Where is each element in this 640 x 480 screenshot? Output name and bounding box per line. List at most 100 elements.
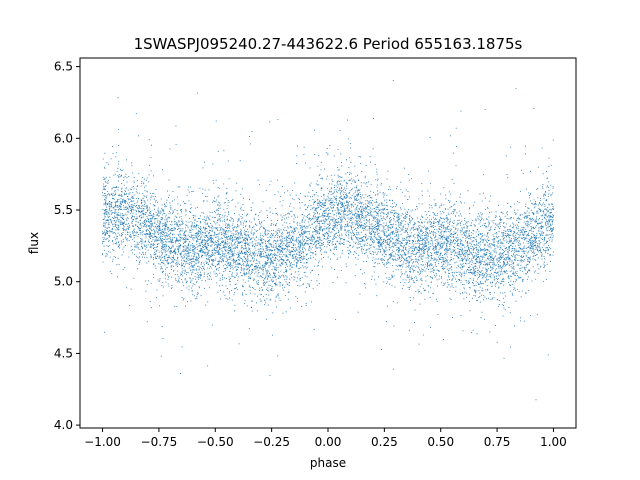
data-point xyxy=(333,230,335,232)
data-point xyxy=(383,232,385,234)
data-point xyxy=(399,257,401,259)
data-point xyxy=(385,253,387,255)
data-point xyxy=(226,218,228,220)
data-point xyxy=(289,205,291,207)
data-point xyxy=(453,220,455,222)
data-point xyxy=(111,206,113,208)
data-point xyxy=(110,219,112,221)
data-point xyxy=(143,233,145,235)
data-point xyxy=(405,221,407,222)
data-point xyxy=(146,225,148,227)
data-point xyxy=(378,235,380,237)
data-point xyxy=(272,262,274,264)
data-point xyxy=(531,280,533,282)
data-point xyxy=(338,231,339,233)
data-point xyxy=(277,236,278,238)
data-point xyxy=(266,246,268,248)
data-point xyxy=(244,272,246,274)
data-point xyxy=(468,254,470,255)
data-point xyxy=(380,244,382,246)
data-point xyxy=(357,219,359,221)
data-point xyxy=(218,263,220,265)
data-point xyxy=(394,215,396,217)
data-point xyxy=(222,291,224,293)
data-point xyxy=(168,262,170,264)
data-point xyxy=(166,224,167,226)
data-point xyxy=(115,243,116,245)
data-point xyxy=(156,224,158,226)
data-point xyxy=(423,250,425,252)
data-point xyxy=(321,177,323,179)
data-point xyxy=(389,262,391,264)
data-point xyxy=(271,286,273,287)
data-point xyxy=(214,259,216,261)
data-point xyxy=(211,228,213,230)
data-point xyxy=(199,238,201,240)
data-point xyxy=(105,223,106,225)
data-point xyxy=(212,253,214,255)
data-point xyxy=(195,226,197,228)
data-point xyxy=(496,224,498,226)
data-point xyxy=(147,221,149,223)
data-point xyxy=(196,243,198,245)
data-point xyxy=(321,188,323,189)
data-point xyxy=(370,183,372,185)
data-point xyxy=(476,261,478,263)
data-point xyxy=(105,252,107,254)
data-point xyxy=(349,244,351,246)
data-point xyxy=(357,188,359,190)
data-point xyxy=(140,210,142,212)
data-point xyxy=(398,223,400,225)
data-point xyxy=(158,239,160,241)
data-point xyxy=(338,190,340,192)
data-point xyxy=(488,246,490,248)
data-point xyxy=(462,259,464,261)
data-point xyxy=(187,254,189,256)
data-point xyxy=(225,242,227,244)
data-point xyxy=(105,230,107,232)
data-point xyxy=(392,301,394,303)
data-point xyxy=(530,228,532,229)
data-point xyxy=(111,204,112,206)
data-point xyxy=(214,240,216,242)
data-point xyxy=(220,204,222,206)
data-point xyxy=(239,252,241,254)
data-point xyxy=(167,279,169,280)
data-point xyxy=(329,222,331,224)
data-point xyxy=(154,217,156,219)
data-point xyxy=(469,310,471,312)
data-point xyxy=(206,248,208,250)
data-point xyxy=(455,290,457,292)
data-point xyxy=(242,284,244,286)
data-point xyxy=(144,253,146,255)
data-point xyxy=(401,273,403,275)
data-point xyxy=(106,206,108,208)
data-point xyxy=(337,186,339,188)
data-point xyxy=(102,233,104,235)
data-point xyxy=(141,217,143,219)
data-point xyxy=(301,227,303,229)
data-point xyxy=(211,241,213,243)
data-point xyxy=(463,250,465,252)
data-point xyxy=(494,251,496,253)
data-point xyxy=(390,206,392,208)
data-point xyxy=(350,219,351,221)
data-point xyxy=(358,214,360,215)
data-point xyxy=(500,242,502,244)
data-point xyxy=(315,207,316,209)
data-point xyxy=(102,231,104,233)
data-point xyxy=(171,241,172,243)
data-point xyxy=(361,246,363,248)
data-point xyxy=(235,240,237,242)
data-point xyxy=(185,224,187,226)
data-point xyxy=(420,215,422,217)
data-point xyxy=(226,236,228,238)
data-point xyxy=(111,222,112,224)
data-point xyxy=(301,239,303,241)
data-point xyxy=(416,259,418,261)
data-point xyxy=(252,264,254,266)
data-point xyxy=(249,239,251,241)
data-point xyxy=(344,229,346,231)
data-point xyxy=(155,253,157,255)
data-point xyxy=(266,210,268,212)
